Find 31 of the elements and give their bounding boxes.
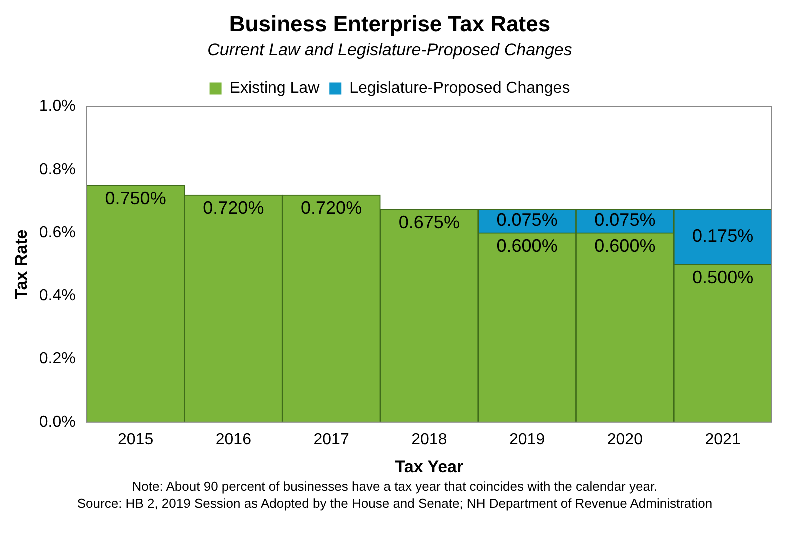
data-label: 0.675% <box>398 212 460 232</box>
x-tick-label: 2015 <box>118 431 154 448</box>
legend-label: Legislature-Proposed Changes <box>350 80 570 98</box>
data-label: 0.175% <box>692 226 754 246</box>
x-tick-label: 2021 <box>705 431 741 448</box>
y-tick-label: 0.0% <box>39 414 76 431</box>
data-label: 0.075% <box>496 210 558 230</box>
x-axis-title: Tax Year <box>395 457 464 476</box>
chart-title: Business Enterprise Tax Rates <box>229 11 551 36</box>
data-label: 0.720% <box>301 198 362 218</box>
data-label: 0.750% <box>105 188 166 209</box>
y-tick-label: 1.0% <box>39 98 76 116</box>
source-note: Source: HB 2, 2019 Session as Adopted by the House and Senate; NH Department of Revenue Administration <box>76 495 714 512</box>
y-axis-title: Tax Rate <box>12 230 31 300</box>
text: Note: About 90 percent of businesses have a tax year that coincides with the calendar year. <box>131 478 659 495</box>
y-tick-label: 0.8% <box>39 161 76 178</box>
chart-subtitle: Current Law and Legislature-Proposed Changes <box>208 40 573 60</box>
x-tick-label: 2019 <box>510 431 546 448</box>
x-tick-label: 2018 <box>412 431 448 448</box>
x-tick-label: 2017 <box>314 431 350 448</box>
y-tick-label: 0.2% <box>39 350 76 368</box>
data-label: 0.075% <box>594 210 656 230</box>
x-tick-label: 2016 <box>216 431 252 448</box>
y-tick-label: 0.6% <box>39 224 76 242</box>
data-label: 0.600% <box>594 236 656 256</box>
y-tick-label: 0.4% <box>39 288 76 305</box>
data-label: 0.500% <box>692 268 754 288</box>
data-label: 0.600% <box>496 236 558 256</box>
legend-label: Existing Law <box>230 80 320 98</box>
data-label: 0.720% <box>203 198 264 218</box>
x-tick-label: 2020 <box>607 431 644 448</box>
